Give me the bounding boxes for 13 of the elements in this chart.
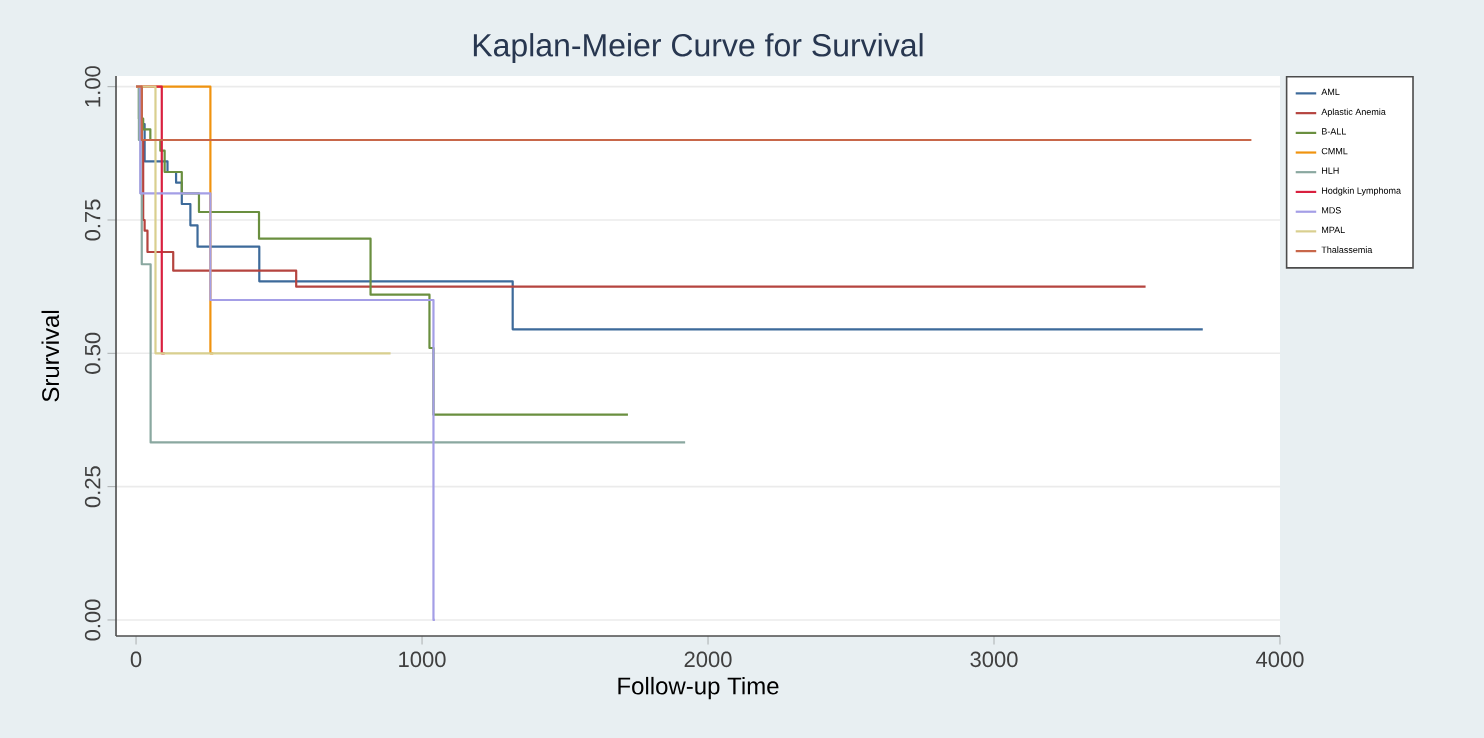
- y-tick-label: 1.00: [84, 66, 101, 107]
- y-tick-label: 0.00: [84, 599, 101, 641]
- x-tick-label: 0: [130, 651, 142, 668]
- x-tick-label: 1000: [399, 651, 446, 668]
- x-tick-label: 2000: [684, 651, 732, 668]
- x-tick-label: 4000: [1256, 651, 1304, 668]
- x-tick-label: 3000: [970, 651, 1018, 668]
- y-axis-title: Srurvival: [41, 310, 60, 402]
- y-tick-label: 0.50: [84, 332, 101, 374]
- y-tick-label: 0.75: [84, 199, 101, 241]
- x-axis-title: Follow-up Time: [618, 676, 779, 700]
- chart-title: Kaplan-Meier Curve for Survival: [473, 33, 923, 63]
- y-tick-label: 0.25: [84, 466, 101, 508]
